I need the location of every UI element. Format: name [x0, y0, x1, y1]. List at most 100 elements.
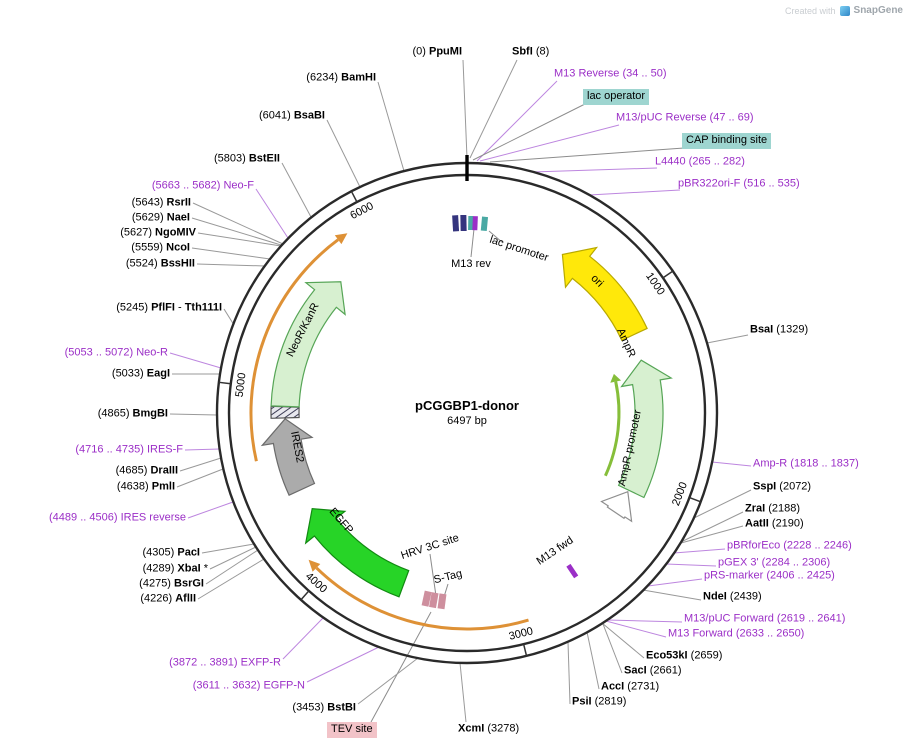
scale-tick-1000 [662, 270, 674, 279]
label-pgex-3prime-part-1: (2284 .. 2306) [758, 556, 831, 569]
mark-lac-promoter-2[interactable] [460, 214, 467, 232]
label-bsabi-leader-line [326, 119, 361, 188]
label-ncoi[interactable]: (5559) NcoI [131, 242, 190, 255]
label-naei[interactable]: (5629) NaeI [132, 212, 190, 225]
egfp-feature[interactable] [304, 508, 410, 598]
label-paci-part-0: (4305) [142, 546, 178, 559]
ampr-feature[interactable] [617, 359, 673, 499]
region-left-feature[interactable] [249, 238, 339, 462]
region-bottom-feature[interactable] [315, 566, 529, 631]
label-exfp-r[interactable]: (3872 .. 3891) EXFP-R [169, 657, 281, 670]
label-bsrgi[interactable]: (4275) BsrGI [139, 578, 204, 591]
label-zrai-part-1: (2188) [765, 502, 801, 515]
label-paci[interactable]: (4305) PacI [143, 547, 201, 560]
leader-lines-group [169, 59, 752, 723]
label-pmli[interactable]: (4638) PmlI [117, 481, 175, 494]
label-bstbi[interactable]: (3453) BstBI [292, 702, 356, 715]
label-ngomiv-part-0: (5627) [120, 226, 156, 239]
feature-label-m13-rev[interactable]: M13 rev [451, 258, 491, 270]
label-ngomiv[interactable]: (5627) NgoMIV [120, 227, 196, 240]
label-bamhi[interactable]: (6234) BamHI [306, 72, 376, 85]
lac-promoter-leader [488, 230, 504, 244]
label-aflii-leader-line [197, 558, 265, 600]
label-prs-marker[interactable]: pRS-marker (2406 .. 2425) [704, 570, 835, 583]
neor-hatch-feature[interactable] [270, 405, 300, 419]
label-aflii[interactable]: (4226) AflII [140, 593, 196, 606]
mark-m13-rev[interactable] [472, 216, 478, 231]
mark-cap-binding-site[interactable] [480, 216, 489, 232]
label-pbrforeco[interactable]: pBRforEco (2228 .. 2246) [727, 540, 852, 553]
label-pbr322ori-f[interactable]: pBR322ori-F (516 .. 535) [678, 178, 800, 191]
label-bsabi-part-0: (6041) [258, 109, 294, 122]
label-neo-r[interactable]: (5053 .. 5072) Neo-R [65, 347, 168, 360]
label-neo-f[interactable]: (5663 .. 5682) Neo-F [152, 180, 254, 193]
label-m13-reverse[interactable]: M13 Reverse (34 .. 50) [554, 68, 667, 81]
label-draiii[interactable]: (4685) DraIII [116, 465, 178, 478]
label-sspi[interactable]: SspI (2072) [753, 481, 811, 494]
label-ndei[interactable]: NdeI (2439) [703, 591, 762, 604]
label-bsshii[interactable]: (5524) BssHII [126, 258, 195, 271]
label-cap-binding-site[interactable]: CAP binding site [682, 133, 772, 149]
label-xcmi[interactable]: XcmI (3278) [458, 723, 519, 736]
label-amp-r[interactable]: Amp-R (1818 .. 1837) [753, 458, 859, 471]
label-m13-puc-reverse-part-1: (47 .. 69) [706, 111, 754, 124]
label-eco53ki[interactable]: Eco53kI (2659) [646, 650, 722, 663]
label-eagi-part-0: (5033) [111, 367, 147, 380]
label-m13-forward[interactable]: M13 Forward (2633 .. 2650) [668, 628, 804, 641]
label-psii-leader-line [567, 641, 571, 705]
label-sbfi[interactable]: SbfI (8) [512, 46, 549, 59]
label-m13-reverse-part-0: M13 Reverse [554, 67, 620, 80]
label-naei-part-1: NaeI [166, 211, 190, 224]
label-bsteii[interactable]: (5803) BstEII [214, 153, 280, 166]
label-m13-puc-forward-part-0: M13/pUC Forward [684, 612, 774, 625]
label-pflfi-tth111i[interactable]: (5245) PflFI - Tth111I [116, 302, 222, 315]
ampr-inner-arc-feature[interactable] [604, 381, 621, 477]
ori-feature[interactable] [561, 246, 648, 342]
mark-hrv-3c[interactable] [429, 592, 439, 609]
label-ires-f[interactable]: (4716 .. 4735) IRES-F [75, 444, 183, 457]
label-eagi-part-1: EagI [146, 367, 170, 380]
label-lac-operator[interactable]: lac operator [583, 89, 650, 105]
neor-kanr-feature[interactable] [270, 281, 346, 408]
label-neo-r-part-1: Neo-R [136, 346, 168, 359]
label-bsai[interactable]: BsaI (1329) [750, 324, 808, 337]
label-m13-puc-forward[interactable]: M13/pUC Forward (2619 .. 2641) [684, 613, 845, 626]
scale-tick-6000 [350, 190, 358, 203]
label-m13-puc-reverse[interactable]: M13/pUC Reverse (47 .. 69) [616, 112, 754, 125]
mark-s-tag[interactable] [437, 593, 447, 610]
label-xcmi-leader-line [459, 662, 467, 723]
label-xbai[interactable]: (4289) XbaI * [143, 563, 208, 576]
label-zrai[interactable]: ZraI (2188) [745, 503, 800, 516]
label-ndei-part-1: (2439) [726, 590, 762, 603]
label-naei-part-0: (5629) [131, 211, 167, 224]
mark-lac-promoter-1[interactable] [452, 215, 460, 232]
label-saci[interactable]: SacI (2661) [624, 665, 682, 678]
mark-lac-operator[interactable] [468, 215, 474, 231]
label-amp-r-part-0: Amp-R [753, 457, 788, 470]
label-rsrii[interactable]: (5643) RsrII [132, 197, 191, 210]
label-ppumi-part-0: (0) [412, 45, 429, 58]
label-egfp-n[interactable]: (3611 .. 3632) EGFP-N [193, 680, 305, 693]
label-naei-leader-line [191, 217, 282, 246]
label-tev-site[interactable]: TEV site [327, 722, 377, 738]
mark-m13-fwd[interactable] [566, 563, 579, 579]
label-eagi[interactable]: (5033) EagI [112, 368, 170, 381]
label-aatii[interactable]: AatII (2190) [745, 518, 804, 531]
label-bmgbi[interactable]: (4865) BmgBI [98, 408, 168, 421]
label-eco53ki-leader-line [601, 622, 645, 659]
ires2-feature[interactable] [260, 418, 316, 496]
label-ncoi-leader-line [191, 247, 271, 260]
mark-tev[interactable] [421, 590, 432, 607]
label-psii[interactable]: PsiI (2819) [572, 696, 626, 709]
label-l4440[interactable]: L4440 (265 .. 282) [655, 156, 745, 169]
label-pgex-3prime[interactable]: pGEX 3' (2284 .. 2306) [718, 557, 830, 570]
label-acci[interactable]: AccI (2731) [601, 681, 659, 694]
label-ires-reverse[interactable]: (4489 .. 4506) IRES reverse [49, 512, 186, 525]
label-sbfi-leader-line [469, 59, 518, 159]
label-bsshii-part-0: (5524) [125, 257, 161, 270]
label-bsabi[interactable]: (6041) BsaBI [259, 110, 325, 123]
label-ppumi[interactable]: (0) PpuMI [413, 46, 463, 59]
ampr-promoter-feature[interactable] [600, 490, 633, 523]
label-sspi-part-1: (2072) [776, 480, 812, 493]
